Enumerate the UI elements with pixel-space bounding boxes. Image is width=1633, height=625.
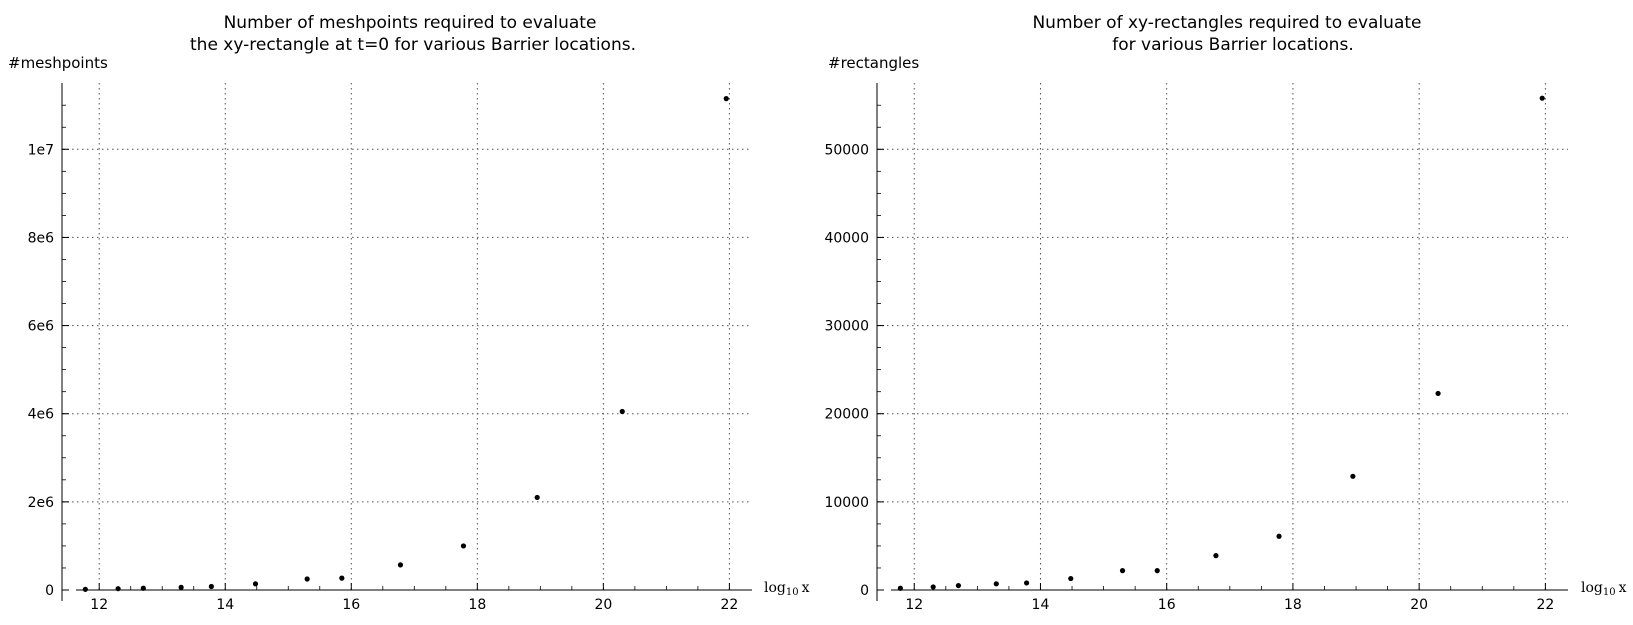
- rectangles-x-axis-label: log10 x: [1581, 580, 1627, 598]
- rectangles-x-axis-label-base: log: [1581, 580, 1603, 596]
- meshpoints-x-tick-label-2: 16: [342, 597, 360, 613]
- meshpoints-data-point-4: [208, 583, 214, 590]
- rectangles-ticks: 12 14 16 18 20 22 0 10000 20000 30000 40000 50000: [824, 104, 1554, 613]
- rectangles-x-tick-label-4: 20: [1410, 597, 1428, 613]
- meshpoints-data-point-5: [252, 581, 259, 587]
- meshpoints-x-tick-label-3: 18: [468, 597, 486, 613]
- meshpoints-data-point-3: [178, 584, 184, 590]
- meshpoints-x-tick-label-4: 20: [594, 597, 612, 613]
- rectangles-data-point-1: [930, 584, 936, 590]
- meshpoints-x-tick-label-0: 12: [90, 597, 108, 613]
- rectangles-data-point-5: [1068, 575, 1074, 582]
- rectangles-data-point-7: [1154, 568, 1160, 574]
- rectangles-points: [897, 95, 1545, 591]
- rectangles-y-tick-label-2: 20000: [824, 407, 869, 423]
- rectangles-x-tick-label-5: 22: [1536, 597, 1554, 613]
- rectangles-data-point-9: [1276, 533, 1282, 539]
- rectangles-y-tick-label-3: 30000: [824, 319, 869, 335]
- meshpoints-x-tick-label-1: 14: [216, 597, 234, 613]
- rectangles-x-axis-label-subscript: 10: [1603, 587, 1616, 598]
- meshpoints-chart-title-line-2: the xy-rectangle at t=0 for various Barr…: [190, 35, 636, 55]
- rectangles-x-tick-label-1: 14: [1032, 597, 1050, 613]
- rectangles-y-tick-label-4: 40000: [824, 230, 869, 246]
- rectangles-y-tick-label-0: 0: [860, 583, 869, 599]
- rectangles-x-axis-label-variable: x: [1619, 580, 1627, 596]
- rectangles-x-tick-label-3: 18: [1284, 597, 1302, 613]
- rectangles-chart-title-line-1: Number of xy-rectangles required to eval…: [1032, 13, 1421, 33]
- meshpoints-chart-title-line-1: Number of meshpoints required to evaluat…: [224, 13, 597, 33]
- rectangles-x-tick-label-2: 16: [1158, 597, 1176, 613]
- rectangles-grid: [877, 83, 1568, 590]
- meshpoints-x-axis-label-base: log: [764, 580, 786, 596]
- meshpoints-y-tick-label-1: 2e6: [28, 495, 55, 511]
- meshpoints-y-axis-label: #meshpoints: [8, 54, 108, 72]
- rectangles-data-point-6: [1119, 568, 1126, 574]
- rectangles-data-point-11: [1435, 390, 1441, 397]
- rectangles-data-point-8: [1213, 553, 1219, 559]
- meshpoints-grid: [62, 83, 752, 590]
- rectangles-data-point-10: [1350, 473, 1356, 479]
- meshpoints-y-tick-label-0: 0: [45, 583, 54, 599]
- rectangles-axes: [876, 83, 1568, 601]
- meshpoints-ticks: 12 14 16 18 20 22 0 2e6 4e6 6e6 8e6 1e7: [28, 104, 738, 613]
- rectangles-y-axis-label: #rectangles: [828, 54, 919, 72]
- rectangles-y-tick-label-1: 10000: [824, 495, 869, 511]
- meshpoints-data-point-11: [619, 408, 625, 415]
- rectangles-data-point-2: [955, 582, 962, 589]
- rectangles-chart-panel: Number of xy-rectangles required to eval…: [824, 13, 1626, 613]
- meshpoints-x-axis-label-variable: x: [802, 580, 810, 596]
- meshpoints-data-point-0: [82, 586, 88, 592]
- meshpoints-data-point-9: [460, 543, 467, 549]
- rectangles-y-tick-label-5: 50000: [824, 142, 869, 158]
- meshpoints-y-tick-label-4: 8e6: [28, 230, 55, 246]
- meshpoints-points: [82, 96, 729, 592]
- meshpoints-y-tick-label-3: 6e6: [28, 319, 55, 335]
- meshpoints-data-point-12: [723, 96, 729, 102]
- meshpoints-data-point-6: [304, 576, 310, 582]
- meshpoints-data-point-10: [534, 494, 540, 501]
- meshpoints-data-point-8: [397, 562, 404, 568]
- meshpoints-data-point-1: [115, 586, 121, 592]
- meshpoints-y-tick-label-5: 1e7: [28, 142, 54, 158]
- meshpoints-data-point-2: [140, 585, 146, 591]
- meshpoints-chart-panel: Number of meshpoints required to evaluat…: [8, 13, 810, 613]
- meshpoints-y-tick-label-2: 4e6: [28, 407, 55, 423]
- rectangles-chart-title-line-2: for various Barrier locations.: [1112, 35, 1353, 55]
- meshpoints-x-axis-label-subscript: 10: [786, 587, 799, 598]
- rectangles-data-point-0: [897, 585, 903, 591]
- rectangles-x-tick-label-0: 12: [905, 597, 923, 613]
- rectangles-data-point-4: [1023, 580, 1030, 586]
- meshpoints-data-point-7: [339, 575, 345, 581]
- meshpoints-x-axis-label: log10 x: [764, 580, 810, 598]
- meshpoints-x-tick-label-5: 22: [720, 597, 738, 613]
- rectangles-data-point-3: [993, 581, 999, 587]
- meshpoints-axes: [61, 83, 752, 601]
- rectangles-data-point-12: [1539, 95, 1545, 101]
